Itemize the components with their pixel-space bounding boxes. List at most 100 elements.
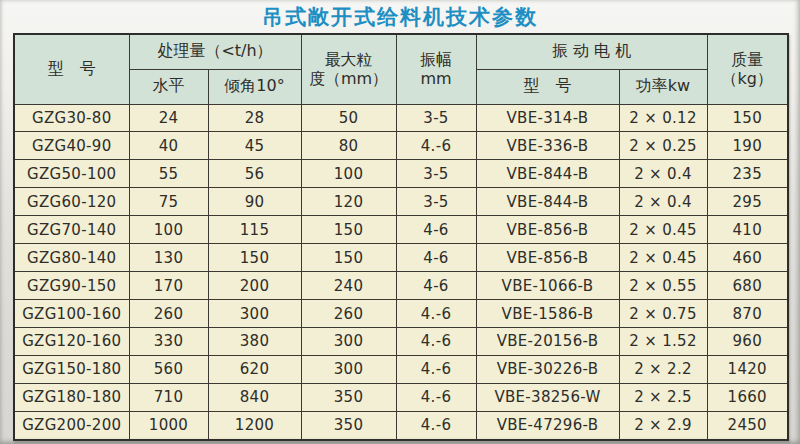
cell-capacity-horizontal: 100 [129, 216, 208, 244]
cell-model: GZG30-80 [14, 104, 129, 132]
cell-max-particle-size: 80 [301, 132, 396, 160]
technical-parameters-table: 型 号 处理量（<t/h） 最大粒 度（mm） 振幅 mm 振 动 电 机 质量… [13, 33, 789, 441]
cell-motor-power: 2 × 2.9 [619, 411, 707, 440]
header-capacity-incline: 倾角10° [208, 69, 301, 104]
cell-max-particle-size: 150 [301, 244, 396, 272]
cell-capacity-horizontal: 75 [129, 188, 208, 216]
cell-amplitude: 4.-6 [396, 328, 476, 356]
header-mass: 质量 （kg） [707, 34, 788, 104]
cell-amplitude: 4.-6 [396, 411, 476, 440]
cell-capacity-horizontal: 1000 [129, 411, 208, 440]
header-motor-model: 型 号 [476, 69, 619, 104]
cell-mass: 870 [707, 300, 788, 328]
cell-max-particle-size: 260 [301, 300, 396, 328]
table-row: GZG90-150 170 200 240 4-6 VBE-1066-B 2 ×… [14, 272, 788, 300]
table-row: GZG30-80 24 28 50 3-5 VBE-314-B 2 × 0.12… [14, 104, 788, 132]
cell-capacity-incline: 150 [208, 244, 301, 272]
cell-amplitude: 4-6 [396, 272, 476, 300]
cell-model: GZG150-180 [14, 355, 129, 383]
cell-capacity-horizontal: 55 [129, 160, 208, 188]
scanned-page: 吊式敞开式给料机技术参数 型 号 处理量（<t/h） 最大粒 度（mm） 振幅 [0, 0, 800, 444]
cell-capacity-incline: 115 [208, 216, 301, 244]
cell-capacity-incline: 56 [208, 160, 301, 188]
cell-max-particle-size: 300 [301, 328, 396, 356]
cell-amplitude: 3-5 [396, 188, 476, 216]
table-row: GZG40-90 40 45 80 4.-6 VBE-336-B 2 × 0.2… [14, 132, 788, 160]
header-motor-group: 振 动 电 机 [476, 34, 707, 69]
cell-capacity-horizontal: 710 [129, 383, 208, 411]
cell-model: GZG70-140 [14, 216, 129, 244]
cell-max-particle-size: 350 [301, 411, 396, 440]
cell-motor-power: 2 × 0.12 [619, 104, 707, 132]
cell-motor-model: VBE-844-B [476, 188, 619, 216]
cell-capacity-incline: 1200 [208, 411, 301, 440]
cell-amplitude: 4.-6 [396, 383, 476, 411]
cell-model: GZG120-160 [14, 328, 129, 356]
cell-capacity-horizontal: 170 [129, 272, 208, 300]
cell-amplitude: 3-5 [396, 104, 476, 132]
cell-mass: 1660 [707, 383, 788, 411]
cell-max-particle-size: 120 [301, 188, 396, 216]
cell-motor-model: VBE-20156-B [476, 328, 619, 356]
cell-amplitude: 4-6 [396, 244, 476, 272]
cell-capacity-horizontal: 260 [129, 300, 208, 328]
cell-amplitude: 4.-6 [396, 355, 476, 383]
cell-model: GZG40-90 [14, 132, 129, 160]
cell-capacity-incline: 840 [208, 383, 301, 411]
cell-max-particle-size: 350 [301, 383, 396, 411]
cell-motor-power: 2 × 0.45 [619, 216, 707, 244]
cell-capacity-incline: 90 [208, 188, 301, 216]
header-motor-power: 功率kw [619, 69, 707, 104]
cell-model: GZG90-150 [14, 272, 129, 300]
cell-model: GZG50-100 [14, 160, 129, 188]
header-model: 型 号 [14, 34, 129, 104]
table-row: GZG120-160 330 380 300 4.-6 VBE-20156-B … [14, 328, 788, 356]
header-capacity-group: 处理量（<t/h） [129, 34, 301, 69]
cell-capacity-incline: 28 [208, 104, 301, 132]
cell-motor-model: VBE-856-B [476, 244, 619, 272]
cell-motor-power: 2 × 0.25 [619, 132, 707, 160]
cell-max-particle-size: 100 [301, 160, 396, 188]
table-row: GZG150-180 560 620 300 4.-6 VBE-30226-B … [14, 355, 788, 383]
cell-motor-model: VBE-856-B [476, 216, 619, 244]
cell-mass: 2450 [707, 411, 788, 440]
cell-max-particle-size: 300 [301, 355, 396, 383]
cell-mass: 1420 [707, 355, 788, 383]
cell-amplitude: 4-6 [396, 216, 476, 244]
table-row: GZG60-120 75 90 120 3-5 VBE-844-B 2 × 0.… [14, 188, 788, 216]
cell-model: GZG200-200 [14, 411, 129, 440]
cell-motor-power: 2 × 2.5 [619, 383, 707, 411]
table-row: GZG50-100 55 56 100 3-5 VBE-844-B 2 × 0.… [14, 160, 788, 188]
cell-mass: 235 [707, 160, 788, 188]
page-title: 吊式敞开式给料机技术参数 [0, 3, 800, 31]
cell-capacity-incline: 300 [208, 300, 301, 328]
cell-model: GZG100-160 [14, 300, 129, 328]
cell-capacity-incline: 620 [208, 355, 301, 383]
cell-motor-model: VBE-47296-B [476, 411, 619, 440]
cell-amplitude: 4.-6 [396, 132, 476, 160]
cell-motor-model: VBE-1066-B [476, 272, 619, 300]
cell-mass: 460 [707, 244, 788, 272]
cell-max-particle-size: 50 [301, 104, 396, 132]
cell-motor-power: 2 × 0.45 [619, 244, 707, 272]
header-amplitude: 振幅 mm [396, 34, 476, 104]
cell-capacity-incline: 45 [208, 132, 301, 160]
cell-motor-power: 2 × 0.55 [619, 272, 707, 300]
cell-motor-model: VBE-38256-W [476, 383, 619, 411]
cell-mass: 680 [707, 272, 788, 300]
cell-motor-model: VBE-30226-B [476, 355, 619, 383]
cell-mass: 190 [707, 132, 788, 160]
cell-motor-model: VBE-336-B [476, 132, 619, 160]
cell-model: GZG180-180 [14, 383, 129, 411]
cell-capacity-horizontal: 40 [129, 132, 208, 160]
cell-motor-power: 2 × 2.2 [619, 355, 707, 383]
cell-model: GZG60-120 [14, 188, 129, 216]
cell-capacity-horizontal: 560 [129, 355, 208, 383]
cell-motor-model: VBE-844-B [476, 160, 619, 188]
cell-motor-power: 2 × 0.4 [619, 160, 707, 188]
table-body: GZG30-80 24 28 50 3-5 VBE-314-B 2 × 0.12… [14, 104, 788, 440]
table-row: GZG80-140 130 150 150 4-6 VBE-856-B 2 × … [14, 244, 788, 272]
cell-motor-power: 2 × 0.75 [619, 300, 707, 328]
cell-mass: 295 [707, 188, 788, 216]
cell-motor-power: 2 × 1.52 [619, 328, 707, 356]
